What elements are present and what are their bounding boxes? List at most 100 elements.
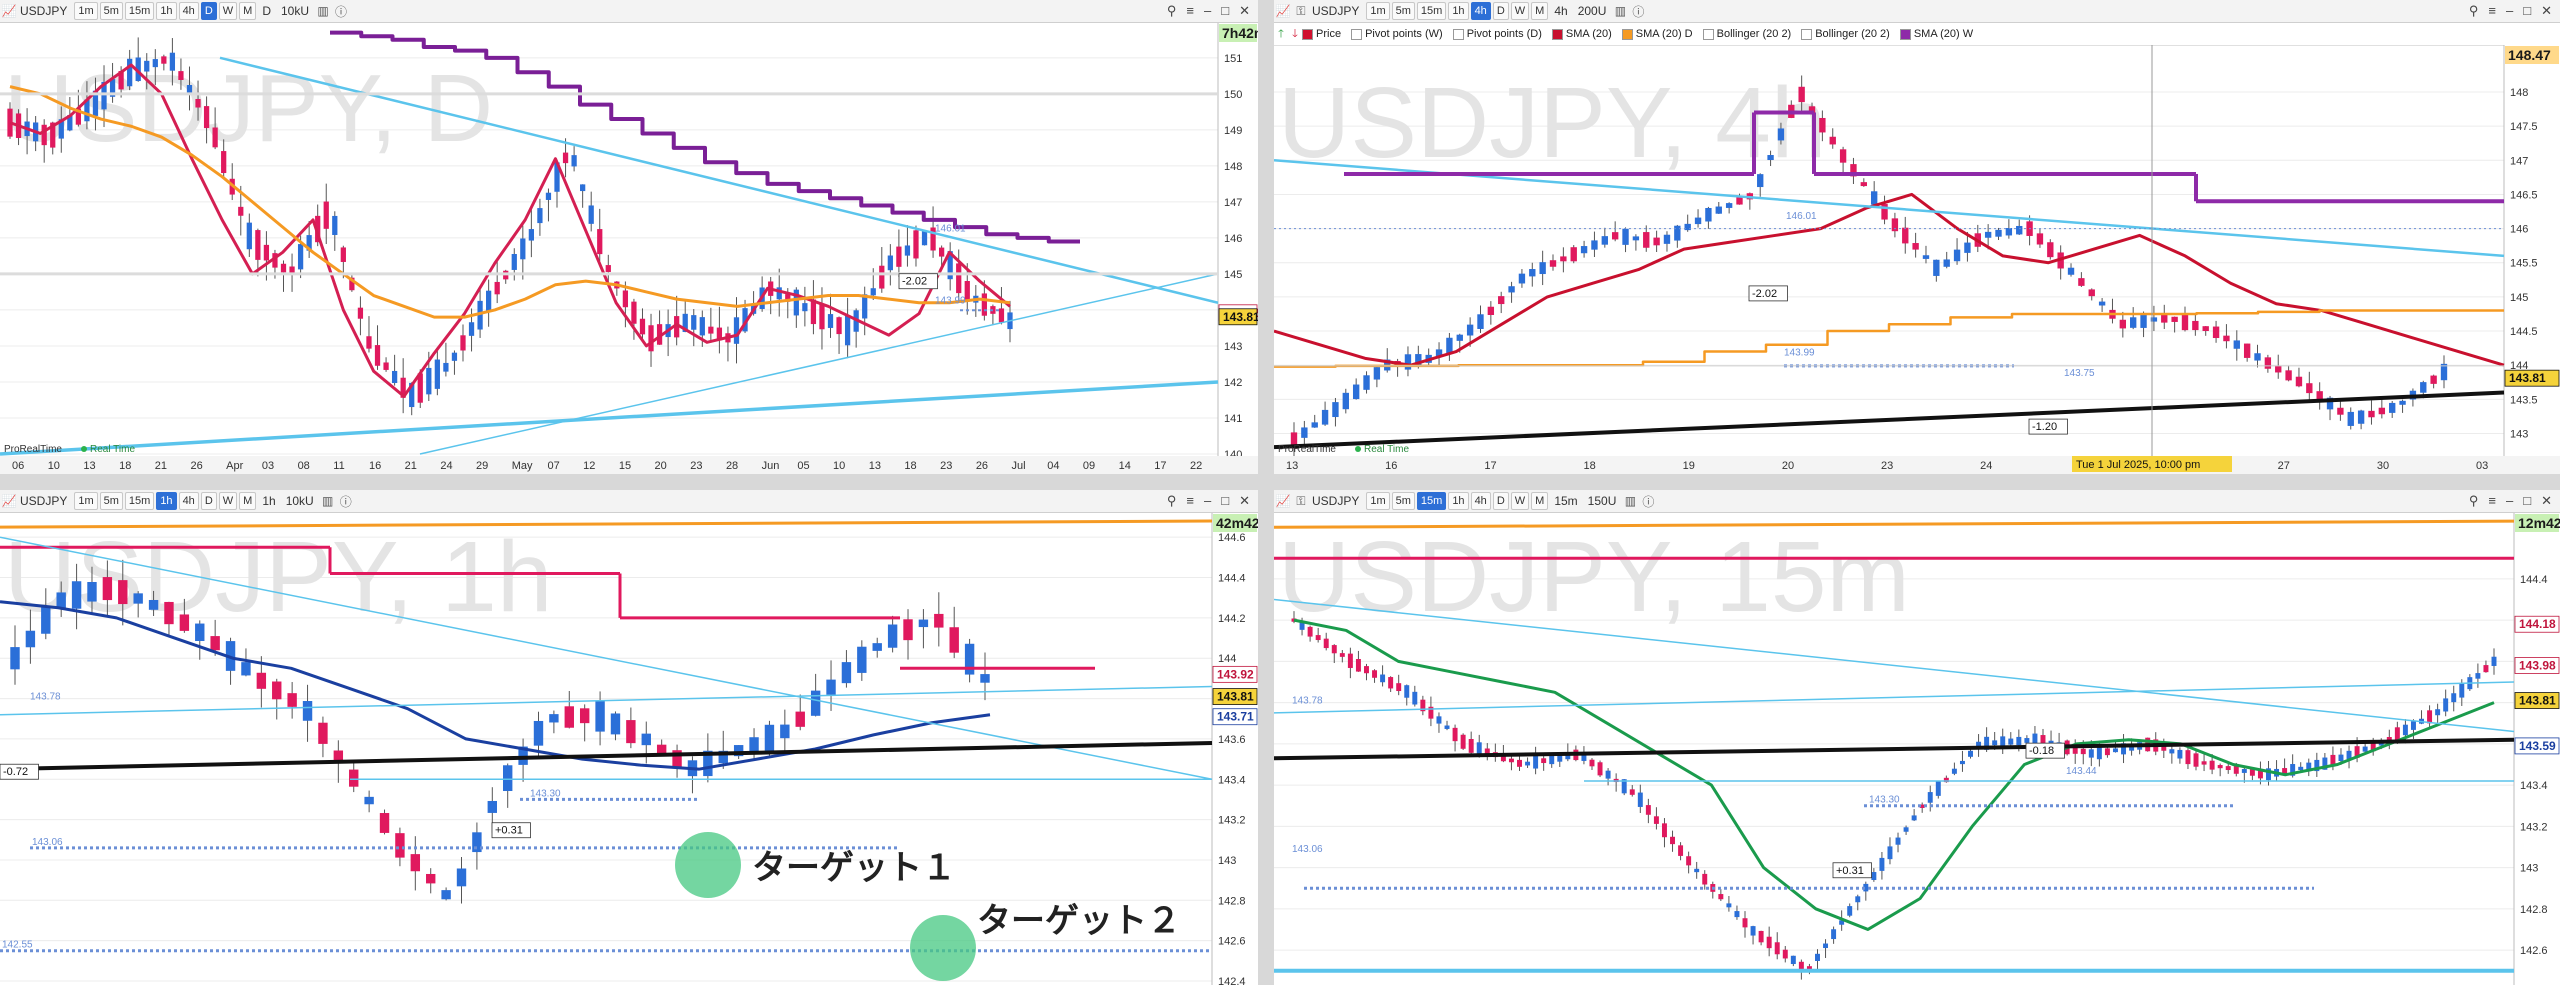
tf-button[interactable]: 5m <box>99 492 123 510</box>
menu-icon[interactable]: ≡ <box>2488 3 2496 18</box>
link-icon[interactable]: ⚲ <box>2468 493 2479 508</box>
symbol-label[interactable]: USDJPY <box>20 494 68 508</box>
minimize-icon[interactable]: – <box>2506 3 2514 18</box>
tf-button[interactable]: 1h <box>156 2 177 20</box>
maximize-icon[interactable]: □ <box>1221 3 1230 18</box>
chart-icon[interactable]: 📈 <box>1275 4 1291 18</box>
info-icon[interactable]: ⓘ <box>1642 494 1655 509</box>
maximize-icon[interactable]: □ <box>2523 493 2532 508</box>
tf-button[interactable]: M <box>1531 492 1549 510</box>
chart-pane-15m[interactable]: 📈 ⚿ USDJPY 1m 5m 15m 1h 4h D W M 15m 150… <box>1274 490 2560 985</box>
timeframe-select[interactable]: D <box>262 4 271 18</box>
candle-body <box>1525 761 1531 766</box>
symbol-label[interactable]: USDJPY <box>1312 494 1360 508</box>
tf-button[interactable]: 15m <box>1416 2 1447 20</box>
plot-area[interactable]: USDJPY, 1h144.6144.4144.2144143.8143.614… <box>0 513 1258 985</box>
units-select[interactable]: 10kU <box>281 4 310 18</box>
tf-button[interactable]: D <box>200 492 217 510</box>
chart-pane-1h[interactable]: 📈 USDJPY 1m 5m 15m 1h 4h D W M 1h 10kU ▥… <box>0 490 1258 985</box>
chart-pane-daily[interactable]: 📈 USDJPY 1m 5m 15m 1h 4h D W M D 10kU ▥ … <box>0 0 1258 474</box>
tf-button[interactable]: 4h <box>1470 492 1491 510</box>
candle-body <box>2171 316 2178 322</box>
legend-item[interactable]: SMA (20) D <box>1621 28 1693 40</box>
tf-button-active[interactable]: D <box>200 2 217 20</box>
tf-button-active[interactable]: 4h <box>1470 2 1491 20</box>
tf-button-active[interactable]: 1h <box>156 492 177 510</box>
legend-item[interactable]: Price <box>1302 28 1341 40</box>
info-icon[interactable]: ⓘ <box>335 4 348 19</box>
tf-button[interactable]: 1m <box>1366 2 1390 20</box>
legend-item[interactable]: Bollinger (20 2) <box>1702 28 1791 40</box>
menu-icon[interactable]: ≡ <box>1186 493 1194 508</box>
legend-item[interactable]: SMA (20) W <box>1899 28 1973 40</box>
legend-item[interactable]: Pivot points (W) <box>1351 28 1443 40</box>
tf-button[interactable]: 1m <box>1366 492 1390 510</box>
chart-type-icon[interactable]: ▥ <box>322 494 334 508</box>
symbol-label[interactable]: USDJPY <box>1312 4 1360 18</box>
tf-button[interactable]: 1m <box>74 492 98 510</box>
chart-type-icon[interactable]: ▥ <box>1624 494 1637 508</box>
chart-icon[interactable]: 📈 <box>1275 494 1291 508</box>
chart-icon[interactable]: 📈 <box>1 494 17 508</box>
chart-icon[interactable]: 📈 <box>1 4 17 18</box>
arrow-down-icon[interactable]: 🡓 <box>1292 27 1298 40</box>
tf-button[interactable]: 5m <box>1391 492 1415 510</box>
plot-area[interactable]: USDJPY, 4h 148 147.5 147 146.5 146 145.5 145 144… <box>1274 45 2560 474</box>
tf-button[interactable]: D <box>1492 2 1509 20</box>
units-select[interactable]: 150U <box>1587 494 1617 508</box>
close-icon[interactable]: ✕ <box>2541 493 2552 508</box>
chart-pane-4h[interactable]: 📈 ⚿ USDJPY 1m 5m 15m 1h 4h D W M 4h 200U… <box>1274 0 2560 474</box>
chart-type-icon[interactable]: ▥ <box>1614 4 1627 18</box>
plot-area[interactable]: USDJPY, D1511501491481471461451441431421… <box>0 23 1258 474</box>
tf-button[interactable]: 1h <box>1448 2 1469 20</box>
symbol-label[interactable]: USDJPY <box>20 4 68 18</box>
minimize-icon[interactable]: – <box>1204 493 1212 508</box>
units-select[interactable]: 200U <box>1577 4 1607 18</box>
tf-button[interactable]: W <box>1510 492 1530 510</box>
close-icon[interactable]: ✕ <box>2541 3 2552 18</box>
link-icon[interactable]: ⚲ <box>1166 493 1177 508</box>
legend-item[interactable]: Pivot points (D) <box>1452 28 1542 40</box>
tf-button[interactable]: 1h <box>1448 492 1469 510</box>
menu-icon[interactable]: ≡ <box>1186 3 1194 18</box>
units-select[interactable]: 10kU <box>285 494 314 508</box>
timeframe-select[interactable]: 4h <box>1554 4 1568 18</box>
tf-button[interactable]: D <box>1492 492 1509 510</box>
tf-button[interactable]: M <box>239 492 257 510</box>
info-icon[interactable]: ⓘ <box>339 494 352 509</box>
tf-button[interactable]: W <box>218 492 238 510</box>
lock-icon[interactable]: ⚿ <box>1296 3 1306 18</box>
tf-button[interactable]: 1m <box>74 2 98 20</box>
close-icon[interactable]: ✕ <box>1239 3 1250 18</box>
close-icon[interactable]: ✕ <box>1239 493 1250 508</box>
candle-body <box>733 317 740 344</box>
tf-button[interactable]: M <box>1531 2 1549 20</box>
timeframe-select[interactable]: 15m <box>1554 494 1578 508</box>
link-icon[interactable]: ⚲ <box>1166 3 1177 18</box>
tf-button[interactable]: W <box>1510 2 1530 20</box>
tf-button[interactable]: 4h <box>178 2 199 20</box>
lock-icon[interactable]: ⚿ <box>1296 493 1306 508</box>
legend-item[interactable]: SMA (20) <box>1551 28 1612 40</box>
tf-button[interactable]: 5m <box>1391 2 1415 20</box>
timeframe-select[interactable]: 1h <box>262 494 276 508</box>
tf-button[interactable]: W <box>218 2 238 20</box>
maximize-icon[interactable]: □ <box>1221 493 1230 508</box>
chart-type-icon[interactable]: ▥ <box>317 4 329 18</box>
tf-button[interactable]: 4h <box>178 492 199 510</box>
minimize-icon[interactable]: – <box>1204 3 1212 18</box>
legend-item[interactable]: Bollinger (20 2) <box>1801 28 1890 40</box>
tf-button[interactable]: 5m <box>99 2 123 20</box>
info-icon[interactable]: ⓘ <box>1632 4 1645 19</box>
candle-body <box>25 630 36 648</box>
maximize-icon[interactable]: □ <box>2523 3 2532 18</box>
arrow-up-icon[interactable]: 🡑 <box>1278 27 1284 40</box>
tf-button[interactable]: 15m <box>124 492 155 510</box>
tf-button[interactable]: 15m <box>124 2 155 20</box>
tf-button[interactable]: M <box>239 2 257 20</box>
plot-area[interactable]: USDJPY, 15m144.4144.2144143.8143.6143.41… <box>1274 513 2560 985</box>
minimize-icon[interactable]: – <box>2506 493 2514 508</box>
menu-icon[interactable]: ≡ <box>2488 493 2496 508</box>
tf-button-active[interactable]: 15m <box>1416 492 1447 510</box>
link-icon[interactable]: ⚲ <box>2468 3 2479 18</box>
